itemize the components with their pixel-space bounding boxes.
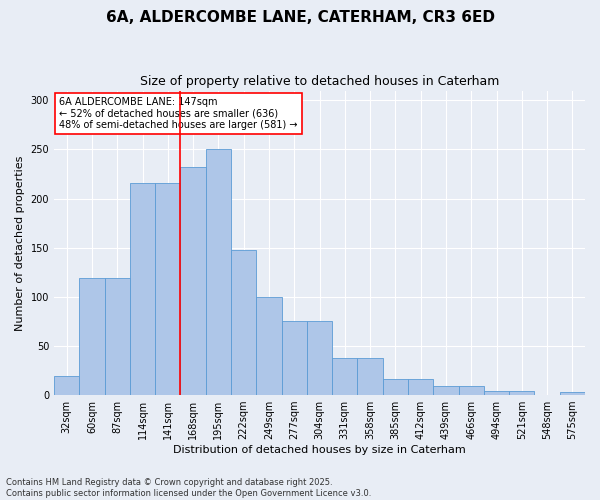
Text: Contains HM Land Registry data © Crown copyright and database right 2025.
Contai: Contains HM Land Registry data © Crown c… bbox=[6, 478, 371, 498]
Bar bbox=[358, 358, 383, 395]
Bar bbox=[256, 297, 281, 395]
Y-axis label: Number of detached properties: Number of detached properties bbox=[15, 155, 25, 330]
Text: 6A, ALDERCOMBE LANE, CATERHAM, CR3 6ED: 6A, ALDERCOMBE LANE, CATERHAM, CR3 6ED bbox=[106, 10, 494, 25]
X-axis label: Distribution of detached houses by size in Caterham: Distribution of detached houses by size … bbox=[173, 445, 466, 455]
Bar bbox=[433, 386, 458, 395]
Bar bbox=[332, 358, 358, 395]
Text: 6A ALDERCOMBE LANE: 147sqm
← 52% of detached houses are smaller (636)
48% of sem: 6A ALDERCOMBE LANE: 147sqm ← 52% of deta… bbox=[59, 96, 298, 130]
Bar bbox=[130, 183, 155, 395]
Bar bbox=[383, 380, 408, 395]
Bar bbox=[231, 250, 256, 395]
Bar bbox=[484, 391, 509, 395]
Bar bbox=[104, 278, 130, 395]
Bar bbox=[509, 391, 535, 395]
Bar bbox=[560, 392, 585, 395]
Bar bbox=[155, 183, 181, 395]
Bar bbox=[307, 322, 332, 395]
Bar bbox=[181, 167, 206, 395]
Bar bbox=[281, 322, 307, 395]
Bar bbox=[79, 278, 104, 395]
Bar bbox=[458, 386, 484, 395]
Bar bbox=[408, 380, 433, 395]
Bar bbox=[206, 150, 231, 395]
Title: Size of property relative to detached houses in Caterham: Size of property relative to detached ho… bbox=[140, 75, 499, 88]
Bar bbox=[54, 376, 79, 395]
